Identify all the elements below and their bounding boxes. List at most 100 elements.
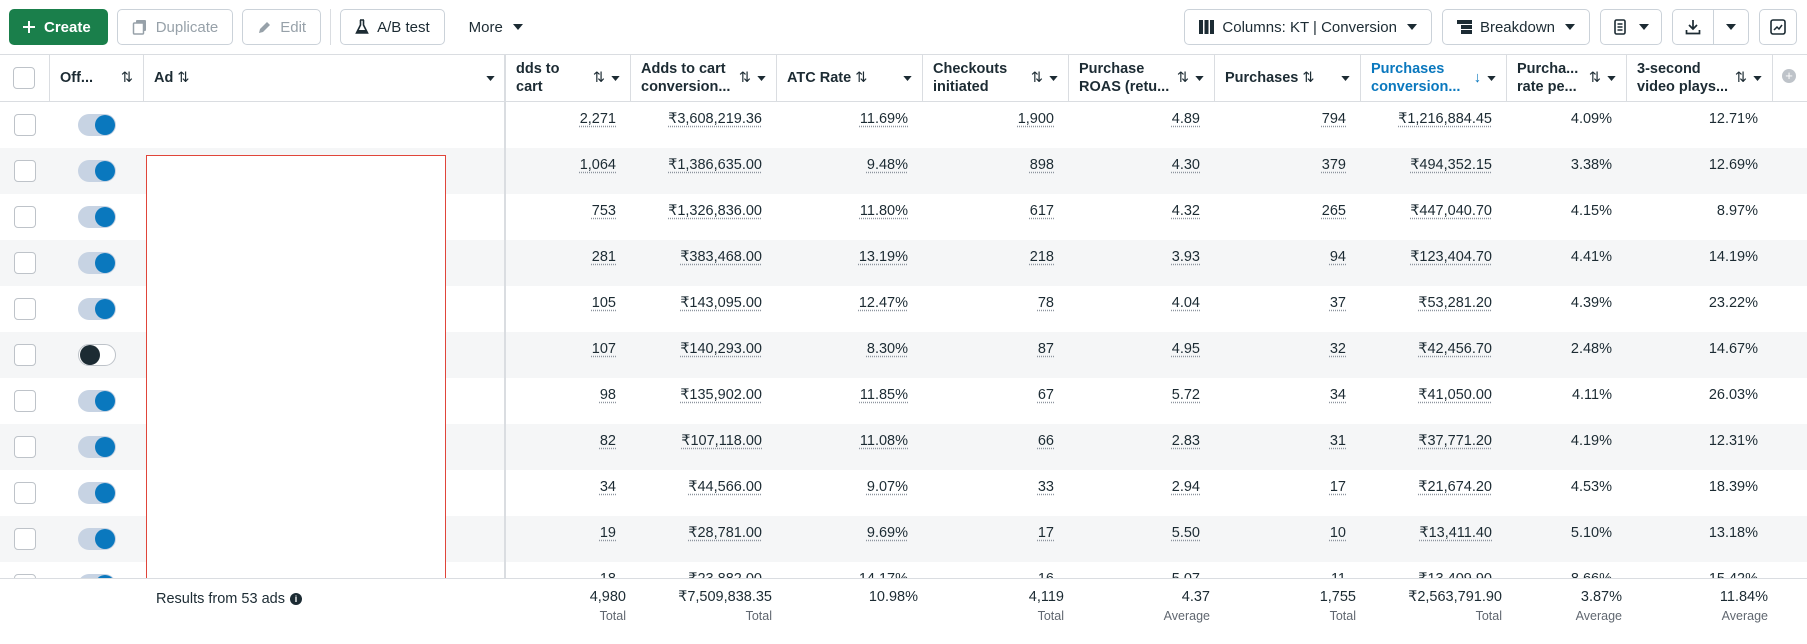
purchases-conv-cell[interactable]: ₹1,216,884.45: [1361, 102, 1502, 148]
info-icon[interactable]: i: [289, 593, 302, 605]
sort-icon[interactable]: ⇅: [1302, 70, 1315, 86]
header-adds-to-cart-conversion[interactable]: Adds to cart conversion... ⇅: [631, 55, 777, 101]
ad-status-toggle[interactable]: [78, 160, 116, 182]
header-adds-to-cart[interactable]: dds to cart ⇅: [506, 55, 631, 101]
adds-to-cart-cell[interactable]: 105: [506, 286, 626, 332]
header-purchase-roas[interactable]: Purchase ROAS (retu... ⇅: [1069, 55, 1215, 101]
purchase-roas-cell[interactable]: 4.32: [1069, 194, 1210, 240]
caret-down-icon[interactable]: [1049, 75, 1058, 81]
adds-to-cart-cell[interactable]: 19: [506, 516, 626, 562]
purchases-cell[interactable]: 10: [1215, 516, 1356, 562]
header-video-plays[interactable]: 3-second video plays... ⇅: [1627, 55, 1773, 101]
checkouts-cell[interactable]: 78: [923, 286, 1064, 332]
header-purchase-rate[interactable]: Purcha... rate pe... ⇅: [1507, 55, 1627, 101]
adds-to-cart-conv-cell[interactable]: ₹135,902.00: [631, 378, 772, 424]
checkouts-cell[interactable]: 33: [923, 470, 1064, 516]
atc-rate-cell[interactable]: 8.30%: [777, 332, 918, 378]
caret-down-icon[interactable]: [903, 75, 912, 81]
header-ad[interactable]: Ad ⇅: [144, 55, 506, 101]
adds-to-cart-cell[interactable]: 753: [506, 194, 626, 240]
sort-icon[interactable]: ⇅: [1176, 70, 1189, 86]
atc-rate-cell[interactable]: 11.08%: [777, 424, 918, 470]
sort-icon[interactable]: ⇅: [592, 70, 605, 86]
purchases-cell[interactable]: 34: [1215, 378, 1356, 424]
purchases-cell[interactable]: 31: [1215, 424, 1356, 470]
ad-status-toggle[interactable]: [78, 436, 116, 458]
atc-rate-cell[interactable]: 11.69%: [777, 102, 918, 148]
atc-rate-cell[interactable]: 12.47%: [777, 286, 918, 332]
sort-icon[interactable]: ⇅: [738, 70, 751, 86]
purchase-roas-cell[interactable]: 5.72: [1069, 378, 1210, 424]
row-checkbox[interactable]: [14, 528, 36, 550]
export-dropdown-button[interactable]: [1713, 9, 1749, 45]
caret-down-icon[interactable]: [1753, 75, 1762, 81]
adds-to-cart-conv-cell[interactable]: ₹44,566.00: [631, 470, 772, 516]
ab-test-button[interactable]: A/B test: [340, 9, 445, 45]
caret-down-icon[interactable]: [1341, 75, 1350, 81]
export-button[interactable]: [1672, 9, 1713, 45]
adds-to-cart-cell[interactable]: 2,271: [506, 102, 626, 148]
table-row[interactable]: 98 ₹135,902.00 11.85% 67 5.72 34 ₹41,050.00 4.1…: [0, 378, 1807, 424]
table-row[interactable]: 753 ₹1,326,836.00 11.80% 617 4.32 265 ₹447,040…: [0, 194, 1807, 240]
adds-to-cart-conv-cell[interactable]: ₹143,095.00: [631, 286, 772, 332]
caret-down-icon[interactable]: [486, 75, 495, 81]
purchase-roas-cell[interactable]: 2.94: [1069, 470, 1210, 516]
adds-to-cart-conv-cell[interactable]: ₹1,326,836.00: [631, 194, 772, 240]
row-checkbox[interactable]: [14, 206, 36, 228]
sort-icon[interactable]: ⇅: [1588, 70, 1601, 86]
sort-icon[interactable]: ⇅: [855, 70, 868, 86]
atc-rate-cell[interactable]: 9.48%: [777, 148, 918, 194]
checkouts-cell[interactable]: 898: [923, 148, 1064, 194]
ad-status-toggle[interactable]: [78, 482, 116, 504]
checkouts-cell[interactable]: 617: [923, 194, 1064, 240]
adds-to-cart-conv-cell[interactable]: ₹107,118.00: [631, 424, 772, 470]
select-all-checkbox[interactable]: [13, 67, 35, 89]
adds-to-cart-cell[interactable]: 1,064: [506, 148, 626, 194]
purchase-roas-cell[interactable]: 2.83: [1069, 424, 1210, 470]
row-checkbox[interactable]: [14, 252, 36, 274]
purchases-conv-cell[interactable]: ₹447,040.70: [1361, 194, 1502, 240]
ad-status-toggle[interactable]: [78, 206, 116, 228]
header-checkouts-initiated[interactable]: Checkouts initiated ⇅: [923, 55, 1069, 101]
sort-icon[interactable]: ⇅: [120, 70, 133, 86]
row-checkbox[interactable]: [14, 436, 36, 458]
ad-status-toggle[interactable]: [78, 298, 116, 320]
purchases-cell[interactable]: 37: [1215, 286, 1356, 332]
atc-rate-cell[interactable]: 9.07%: [777, 470, 918, 516]
row-checkbox[interactable]: [14, 482, 36, 504]
purchases-cell[interactable]: 17: [1215, 470, 1356, 516]
adds-to-cart-cell[interactable]: 34: [506, 470, 626, 516]
ad-status-toggle[interactable]: [78, 252, 116, 274]
caret-down-icon[interactable]: [1195, 75, 1204, 81]
breakdown-button[interactable]: Breakdown: [1441, 9, 1590, 45]
sort-icon[interactable]: ⇅: [177, 70, 190, 86]
row-checkbox[interactable]: [14, 114, 36, 136]
row-checkbox[interactable]: [14, 298, 36, 320]
create-button[interactable]: Create: [9, 9, 108, 45]
header-off-on[interactable]: Off... ⇅: [50, 55, 144, 101]
adds-to-cart-cell[interactable]: 82: [506, 424, 626, 470]
duplicate-button[interactable]: Duplicate: [116, 9, 234, 45]
purchases-conv-cell[interactable]: ₹42,456.70: [1361, 332, 1502, 378]
ad-status-toggle[interactable]: [78, 528, 116, 550]
purchases-conv-cell[interactable]: ₹494,352.15: [1361, 148, 1502, 194]
table-row[interactable]: 105 ₹143,095.00 12.47% 78 4.04 37 ₹53,281.20 4.…: [0, 286, 1807, 332]
atc-rate-cell[interactable]: 13.19%: [777, 240, 918, 286]
header-atc-rate[interactable]: ATC Rate ⇅: [777, 55, 923, 101]
purchases-cell[interactable]: 265: [1215, 194, 1356, 240]
purchases-cell[interactable]: 794: [1215, 102, 1356, 148]
atc-rate-cell[interactable]: 11.80%: [777, 194, 918, 240]
chart-button[interactable]: [1759, 9, 1797, 45]
purchases-conv-cell[interactable]: ₹53,281.20: [1361, 286, 1502, 332]
purchase-roas-cell[interactable]: 4.30: [1069, 148, 1210, 194]
checkouts-cell[interactable]: 1,900: [923, 102, 1064, 148]
ad-status-toggle[interactable]: [78, 114, 116, 136]
adds-to-cart-conv-cell[interactable]: ₹1,386,635.00: [631, 148, 772, 194]
ad-status-toggle[interactable]: [78, 344, 116, 366]
purchases-conv-cell[interactable]: ₹123,404.70: [1361, 240, 1502, 286]
purchases-conv-cell[interactable]: ₹41,050.00: [1361, 378, 1502, 424]
caret-down-icon[interactable]: [1487, 75, 1496, 81]
more-button[interactable]: More: [454, 9, 538, 45]
sort-descending-icon[interactable]: ↓: [1473, 70, 1481, 86]
purchase-roas-cell[interactable]: 5.50: [1069, 516, 1210, 562]
